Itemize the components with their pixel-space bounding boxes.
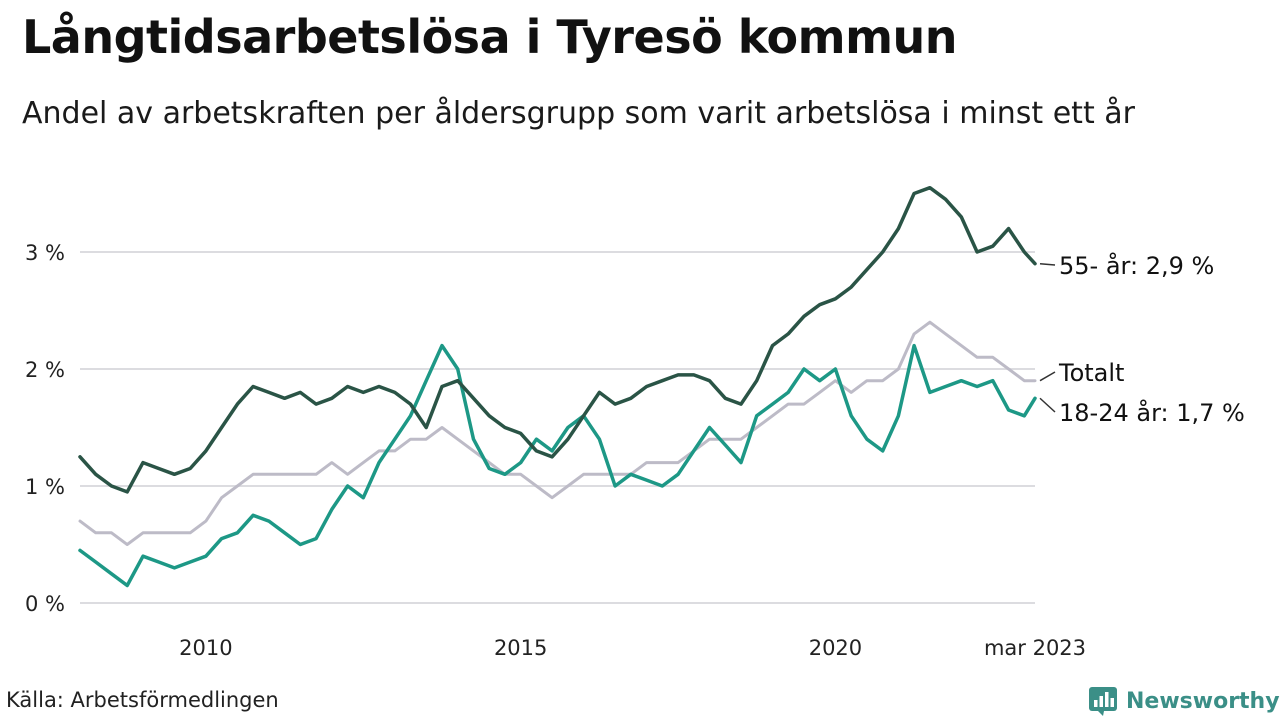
series-line-age-18-24 <box>78 343 1037 588</box>
series-lines <box>78 185 1037 588</box>
x-tick-label: 2010 <box>179 636 232 660</box>
end-label-total: Totalt <box>1058 359 1124 387</box>
series-line-total <box>78 320 1037 546</box>
label-connector <box>1039 397 1056 413</box>
label-connector <box>1039 371 1056 382</box>
x-tick-label: 2020 <box>809 636 862 660</box>
label-connector <box>1039 262 1056 266</box>
bar-chart-icon <box>1089 687 1117 716</box>
end-label-age-18-24: 18-24 år: 1,7 % <box>1059 398 1245 427</box>
axis-labels: 0 % 1 % 2 % 3 % 2010 2015 2020 mar 2023 <box>25 241 1086 660</box>
y-tick-label: 0 % <box>25 592 65 616</box>
end-label-age-55-plus: 55- år: 2,9 % <box>1059 251 1214 280</box>
brand-name: Newsworthy <box>1126 688 1280 714</box>
page-title: Långtidsarbetslösa i Tyresö kommun <box>22 10 958 64</box>
y-tick-label: 1 % <box>25 475 65 499</box>
gridlines <box>80 251 1035 604</box>
series-line-age-55-plus <box>78 185 1037 494</box>
line-chart: Totalt 18-24 år: 1,7 % 55- år: 2,9 % 0 % 1 … <box>25 185 1245 660</box>
y-tick-label: 2 % <box>25 358 65 382</box>
chart-subtitle: Andel av arbetskraften per åldersgrupp s… <box>22 96 1135 131</box>
y-tick-label: 3 % <box>25 241 65 265</box>
brand-logo: Newsworthy <box>1088 684 1280 718</box>
source-credit: Källa: Arbetsförmedlingen <box>6 688 279 712</box>
x-tick-label: mar 2023 <box>984 636 1086 660</box>
end-labels: Totalt 18-24 år: 1,7 % 55- år: 2,9 % <box>1039 251 1245 427</box>
x-tick-label: 2015 <box>494 636 547 660</box>
